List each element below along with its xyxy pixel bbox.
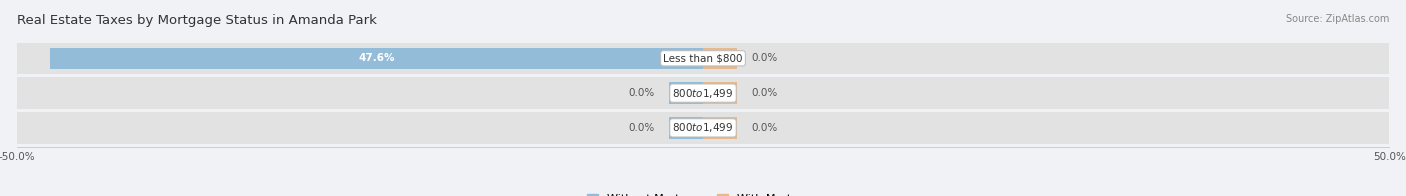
Text: Real Estate Taxes by Mortgage Status in Amanda Park: Real Estate Taxes by Mortgage Status in … (17, 14, 377, 27)
Bar (669, 117, 703, 139)
Text: 0.0%: 0.0% (628, 123, 655, 133)
Text: $800 to $1,499: $800 to $1,499 (672, 121, 734, 134)
Text: 47.6%: 47.6% (359, 53, 395, 63)
Bar (17, 112, 1389, 143)
Text: 0.0%: 0.0% (751, 123, 778, 133)
Text: Less than $800: Less than $800 (664, 53, 742, 63)
Bar (669, 82, 703, 104)
Text: 0.0%: 0.0% (628, 88, 655, 98)
Bar (49, 48, 703, 69)
Bar (703, 82, 737, 104)
Bar (17, 43, 1389, 74)
Bar (703, 48, 737, 69)
Text: Source: ZipAtlas.com: Source: ZipAtlas.com (1285, 14, 1389, 24)
Legend: Without Mortgage, With Mortgage: Without Mortgage, With Mortgage (582, 189, 824, 196)
Text: $800 to $1,499: $800 to $1,499 (672, 87, 734, 100)
Bar (17, 77, 1389, 109)
Text: 0.0%: 0.0% (751, 53, 778, 63)
Text: 0.0%: 0.0% (751, 88, 778, 98)
Bar (703, 117, 737, 139)
